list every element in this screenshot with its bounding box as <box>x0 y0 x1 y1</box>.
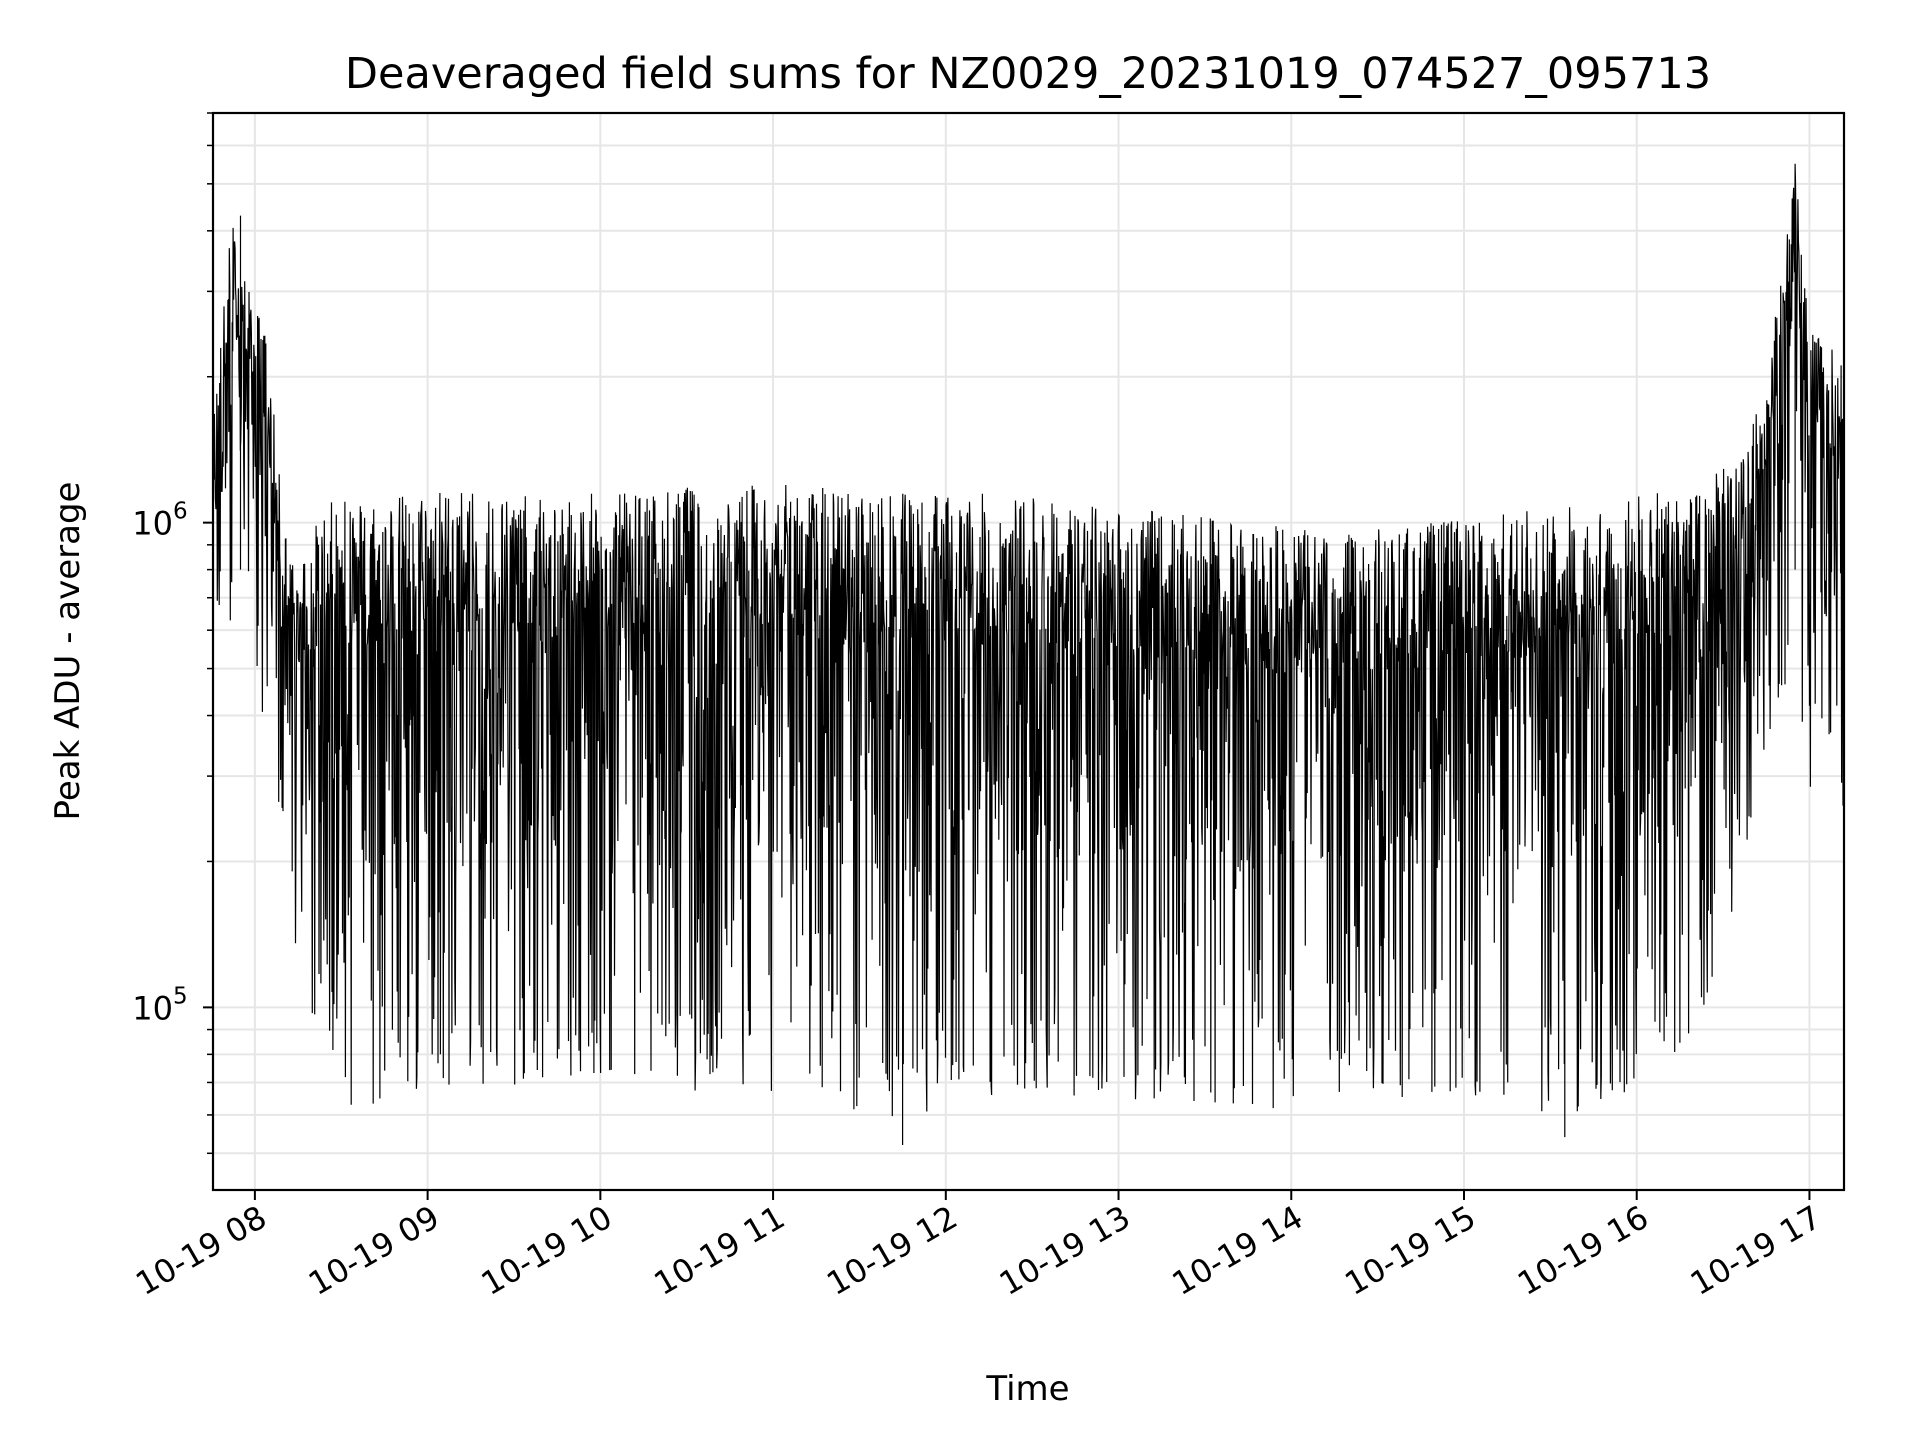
y-tick-label: 10 5 <box>132 983 187 1027</box>
grid <box>213 112 1844 1190</box>
x-tick-label: 10-19 09 <box>302 1198 446 1303</box>
series-line <box>212 163 1845 1145</box>
x-tick-label: 10-19 17 <box>1684 1198 1828 1303</box>
x-tick-label: 10-19 15 <box>1338 1198 1482 1303</box>
x-tick-label: 10-19 16 <box>1511 1198 1655 1303</box>
x-tick-label: 10-19 11 <box>647 1198 791 1303</box>
y-tick-base: 10 <box>132 505 173 543</box>
plot-frame <box>211 111 1846 1192</box>
y-tick-exponent: 6 <box>173 499 188 525</box>
y-axis-label: Peak ADU - average <box>48 482 88 821</box>
y-tick-exponent: 5 <box>173 983 188 1009</box>
x-tick-label: 10-19 10 <box>475 1198 619 1303</box>
y-tick-label: 10 6 <box>132 499 187 543</box>
x-tick-label: 10-19 14 <box>1166 1198 1310 1303</box>
chart-title: Deaveraged field sums for NZ0029_2023101… <box>345 49 1711 99</box>
x-tick-label: 10-19 08 <box>129 1198 273 1303</box>
x-tick-label: 10-19 13 <box>993 1198 1137 1303</box>
x-axis: 10-19 08 10-19 09 10-19 10 10-19 11 10-19 12… <box>129 1190 1827 1303</box>
x-axis-label: Time <box>985 1369 1069 1409</box>
y-tick-base: 10 <box>132 989 173 1027</box>
x-tick-label: 10-19 12 <box>820 1198 964 1303</box>
series-path <box>212 163 1845 1145</box>
